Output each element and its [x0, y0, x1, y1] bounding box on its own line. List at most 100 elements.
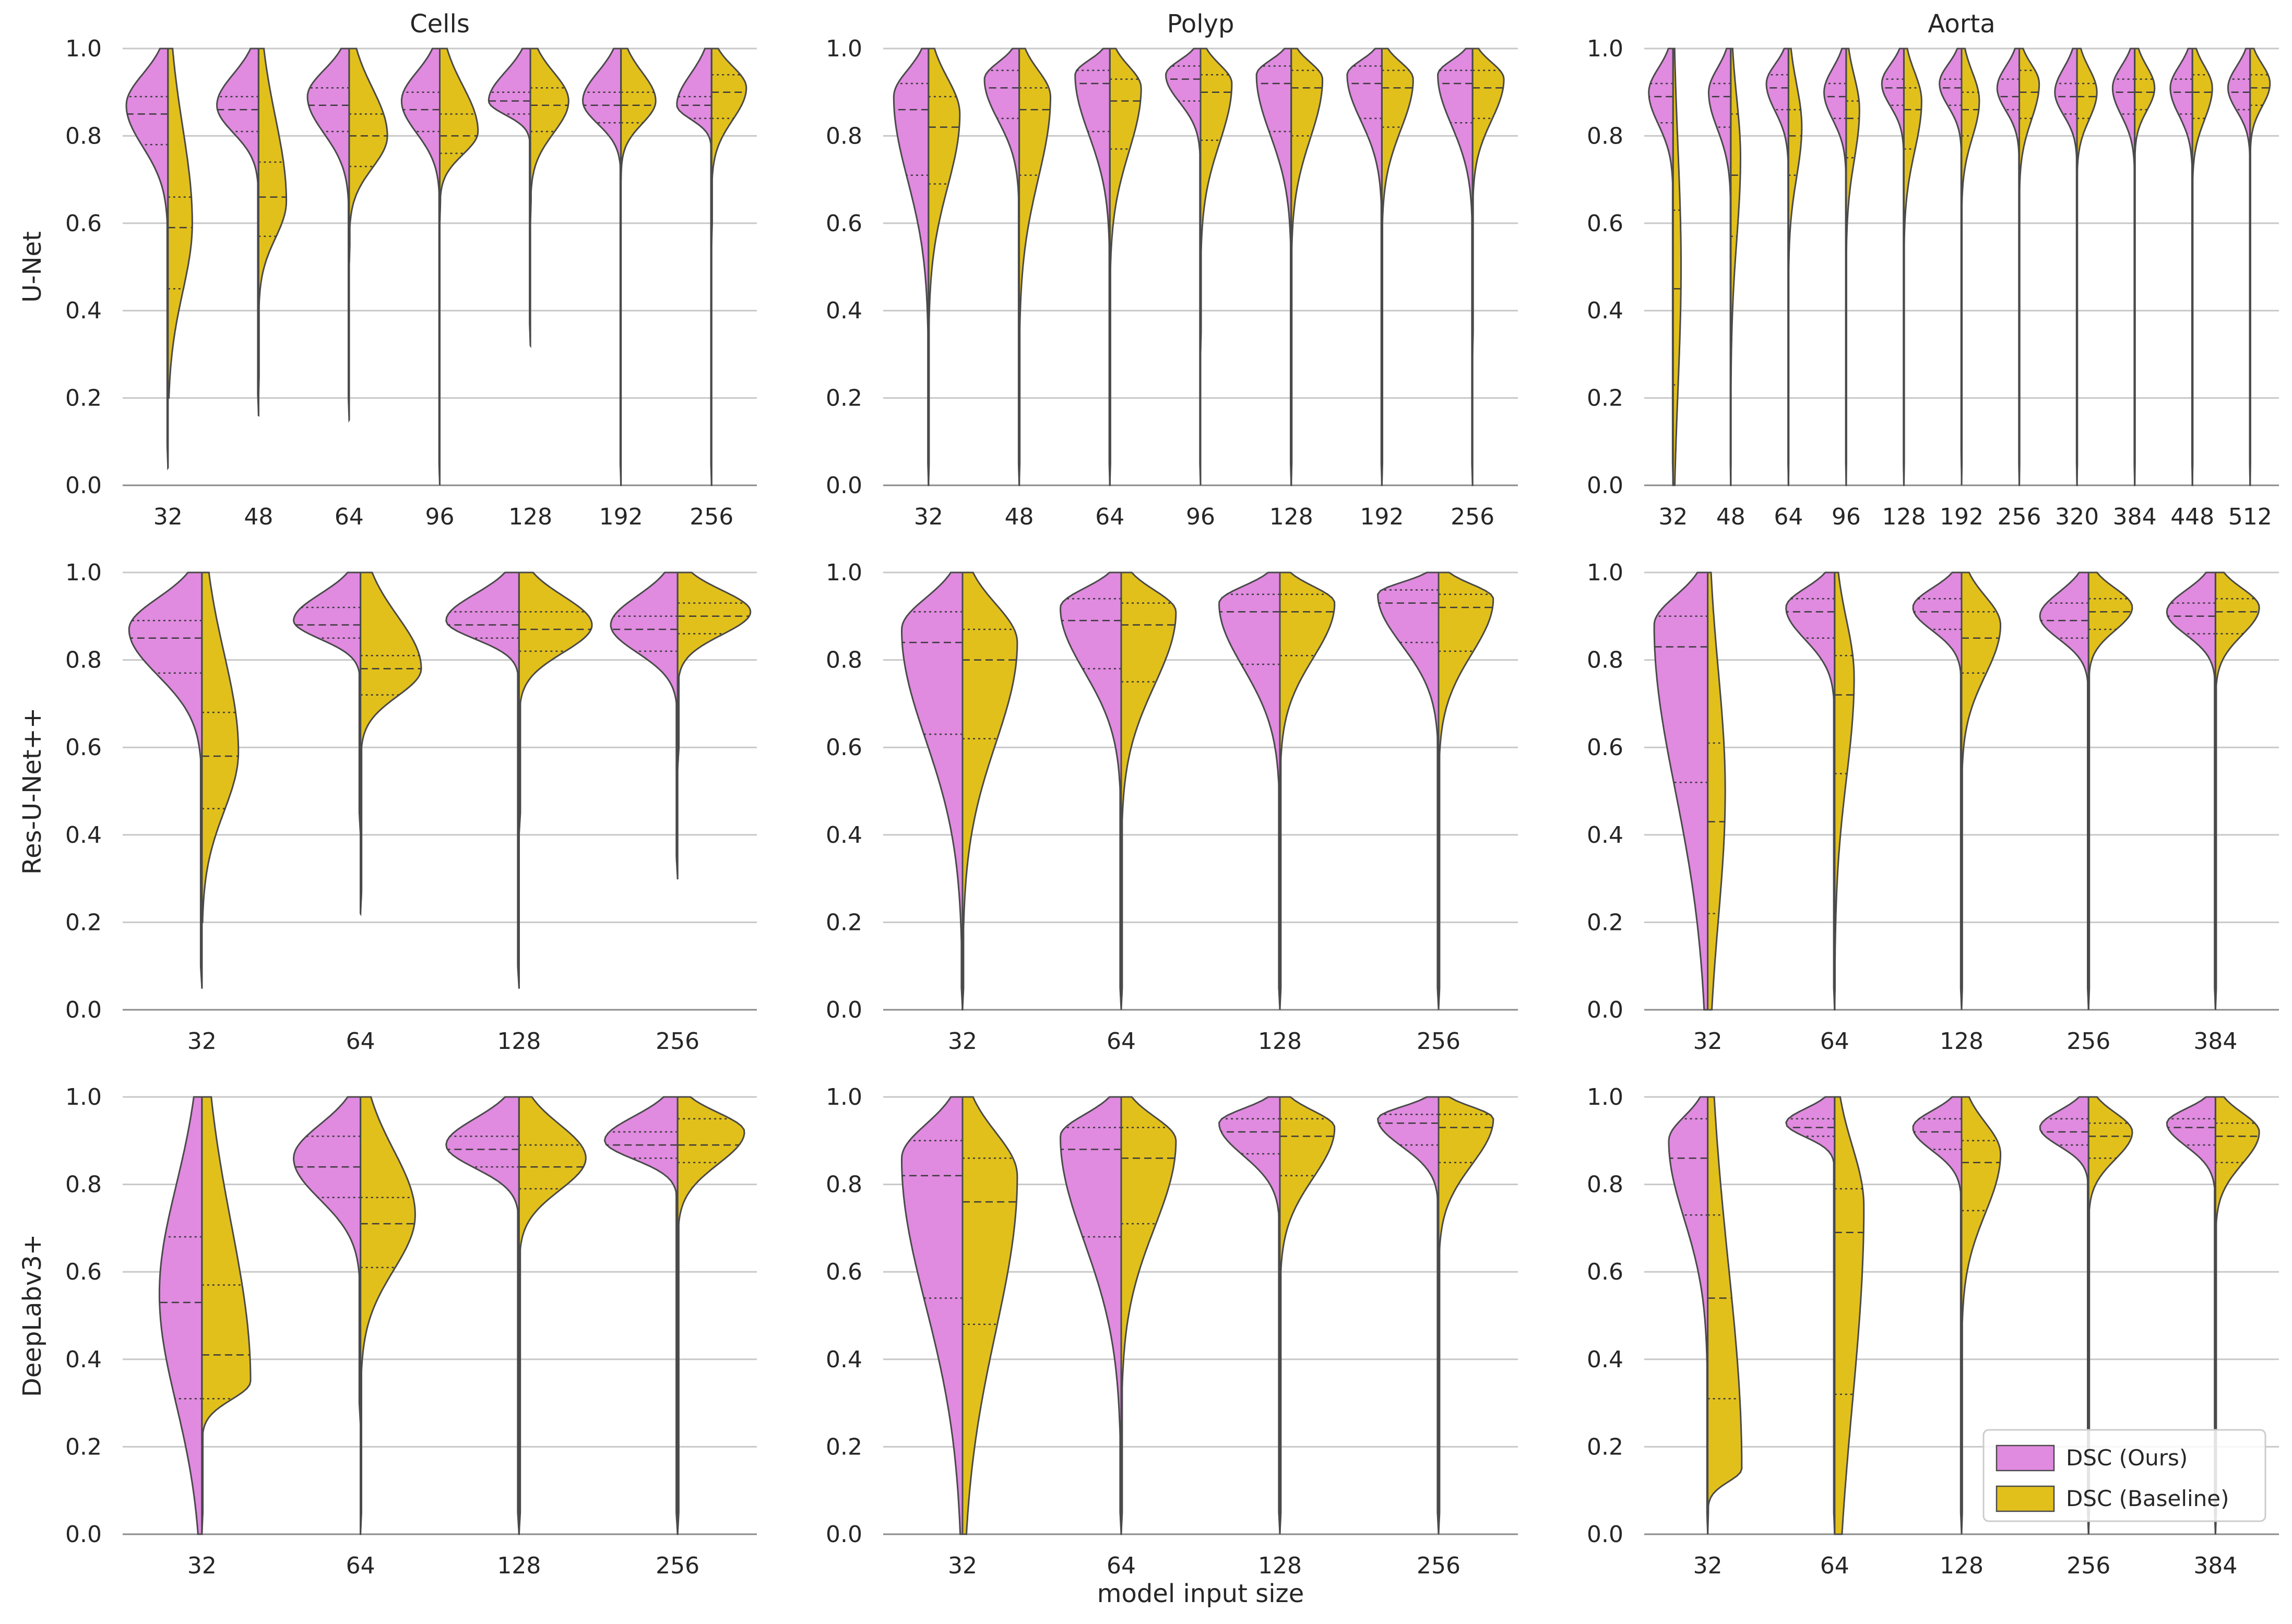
x-tick-label: 64: [1107, 1028, 1136, 1055]
violin-baseline-96-body: [1845, 47, 1860, 486]
violin-baseline-32-body: [928, 47, 961, 486]
violin-baseline-32-body: [167, 47, 193, 399]
x-tick-label: 192: [1940, 504, 1984, 530]
legend-label-ours: DSC (Ours): [2066, 1445, 2188, 1471]
x-tick-label: 64: [1107, 1553, 1136, 1579]
y-tick-label: 1.0: [65, 1084, 102, 1110]
violin-ours-32-body: [125, 47, 169, 471]
y-tick-label: 0.0: [826, 472, 862, 499]
x-tick-label: 32: [187, 1553, 217, 1579]
violin-baseline-256-body: [676, 571, 752, 770]
violin-baseline-128-body: [1279, 571, 1336, 1010]
violin-ours-128-body: [1912, 1096, 1963, 1535]
x-tick-label: 128: [497, 1028, 541, 1055]
violin-baseline-256-body: [1438, 1096, 1494, 1535]
violin-ours-32-body: [1668, 1096, 1709, 1535]
violin-ours-64-body: [1785, 1096, 1836, 1535]
violin-ours-48-body: [983, 47, 1020, 486]
x-tick-label: 256: [1998, 504, 2041, 530]
violin-ours-256-body: [1437, 47, 1474, 486]
violin-ours-64-body: [306, 47, 350, 423]
violin-baseline-64-body: [360, 1096, 416, 1535]
violin-baseline-448-body: [2191, 47, 2213, 486]
y-tick-label: 0.0: [1587, 997, 1623, 1023]
y-tick-label: 0.0: [1587, 1521, 1623, 1548]
row-label-deeplabv3-: DeepLabv3+: [18, 1234, 47, 1397]
x-tick-label: 32: [948, 1028, 977, 1055]
row-label-res-u-net-: Res-U-Net++: [18, 708, 47, 875]
violin-baseline-64-body: [1787, 47, 1803, 486]
x-tick-label: 384: [2193, 1028, 2237, 1055]
violin-ours-192-body: [581, 47, 622, 486]
x-tick-label: 48: [1005, 504, 1034, 530]
violin-baseline-64-body: [1120, 571, 1177, 1010]
y-tick-label: 0.8: [826, 1172, 862, 1198]
y-tick-label: 0.0: [65, 997, 102, 1023]
x-tick-label: 64: [1820, 1028, 1849, 1055]
violin-ours-128-body: [1218, 1096, 1281, 1535]
violin-ours-96-body: [400, 47, 441, 486]
x-tick-label: 96: [425, 504, 455, 530]
violin-baseline-384-body: [2134, 47, 2156, 486]
violin-ours-256-body: [2039, 571, 2089, 1010]
x-tick-label: 32: [914, 504, 943, 530]
violin-baseline-256-body: [1438, 571, 1494, 1010]
x-tick-label: 64: [1095, 504, 1124, 530]
y-tick-label: 0.8: [65, 1172, 102, 1198]
y-tick-label: 1.0: [826, 559, 862, 586]
x-tick-label: 128: [1269, 504, 1313, 530]
x-tick-label: 128: [1940, 1553, 1984, 1579]
y-tick-label: 0.0: [65, 1521, 102, 1548]
violin-ours-192-body: [1939, 47, 1963, 477]
x-tick-label: 256: [1417, 1028, 1460, 1055]
y-tick-label: 0.8: [826, 123, 862, 149]
violin-baseline-192-body: [1961, 47, 1980, 486]
violin-baseline-128-body: [1290, 47, 1324, 486]
violin-ours-512-body: [2227, 47, 2251, 486]
x-tick-label: 48: [244, 504, 273, 530]
y-tick-label: 0.6: [65, 1259, 102, 1285]
violin-ours-256-body: [610, 571, 679, 880]
x-axis-label: model input size: [1097, 1579, 1304, 1608]
x-tick-label: 448: [2170, 504, 2214, 530]
violin-ours-128-body: [1912, 571, 1963, 1010]
violin-ours-256-body: [1376, 1096, 1440, 1535]
violin-baseline-320-body: [2076, 47, 2098, 486]
violin-baseline-64-body: [348, 47, 388, 268]
violin-ours-192-body: [1346, 47, 1383, 486]
y-tick-label: 0.2: [65, 385, 102, 412]
y-tick-label: 0.6: [1587, 1259, 1623, 1285]
x-tick-label: 64: [346, 1028, 375, 1055]
x-tick-label: 32: [948, 1553, 977, 1579]
violin-baseline-32-body: [201, 1096, 252, 1535]
violin-baseline-96-body: [1200, 47, 1233, 354]
column-title-polyp: Polyp: [1167, 9, 1234, 39]
y-tick-label: 1.0: [65, 35, 102, 62]
y-tick-label: 0.0: [826, 997, 862, 1023]
x-tick-label: 192: [1360, 504, 1404, 530]
panel-u-net-cells: 0.0 0.2 0.4 0.6 0.8 1.0 32 48 64 96 128 192 256: [65, 35, 757, 530]
violin-baseline-256-body: [1471, 47, 1505, 355]
violin-baseline-128-body: [1279, 1096, 1336, 1535]
y-tick-label: 0.8: [1587, 647, 1623, 674]
violin-ours-32-body: [901, 1096, 964, 1535]
x-tick-label: 128: [1258, 1553, 1302, 1579]
y-tick-label: 1.0: [1587, 1084, 1623, 1110]
y-tick-label: 0.2: [65, 909, 102, 936]
panel-res-u-net--cells: 0.0 0.2 0.4 0.6 0.8 1.0 32 64 128 256: [65, 559, 757, 1055]
y-tick-label: 0.2: [826, 909, 862, 936]
y-tick-label: 0.0: [826, 1521, 862, 1548]
y-tick-label: 0.8: [1587, 1172, 1623, 1198]
violin-ours-48-body: [216, 47, 259, 417]
violin-ours-96-body: [1823, 47, 1847, 486]
legend-swatch-baseline: [1996, 1485, 2055, 1512]
y-tick-label: 0.2: [1587, 385, 1623, 412]
violin-ours-32-body: [158, 1096, 203, 1535]
violin-baseline-64-body: [1109, 47, 1142, 486]
y-tick-label: 1.0: [826, 35, 862, 62]
panel-deeplabv3--cells: 0.0 0.2 0.4 0.6 0.8 1.0 32 64 128 256: [65, 1084, 757, 1579]
column-title-aorta: Aorta: [1928, 9, 1995, 39]
column-title-cells: Cells: [410, 9, 470, 39]
violin-baseline-32-body: [1707, 571, 1726, 1011]
